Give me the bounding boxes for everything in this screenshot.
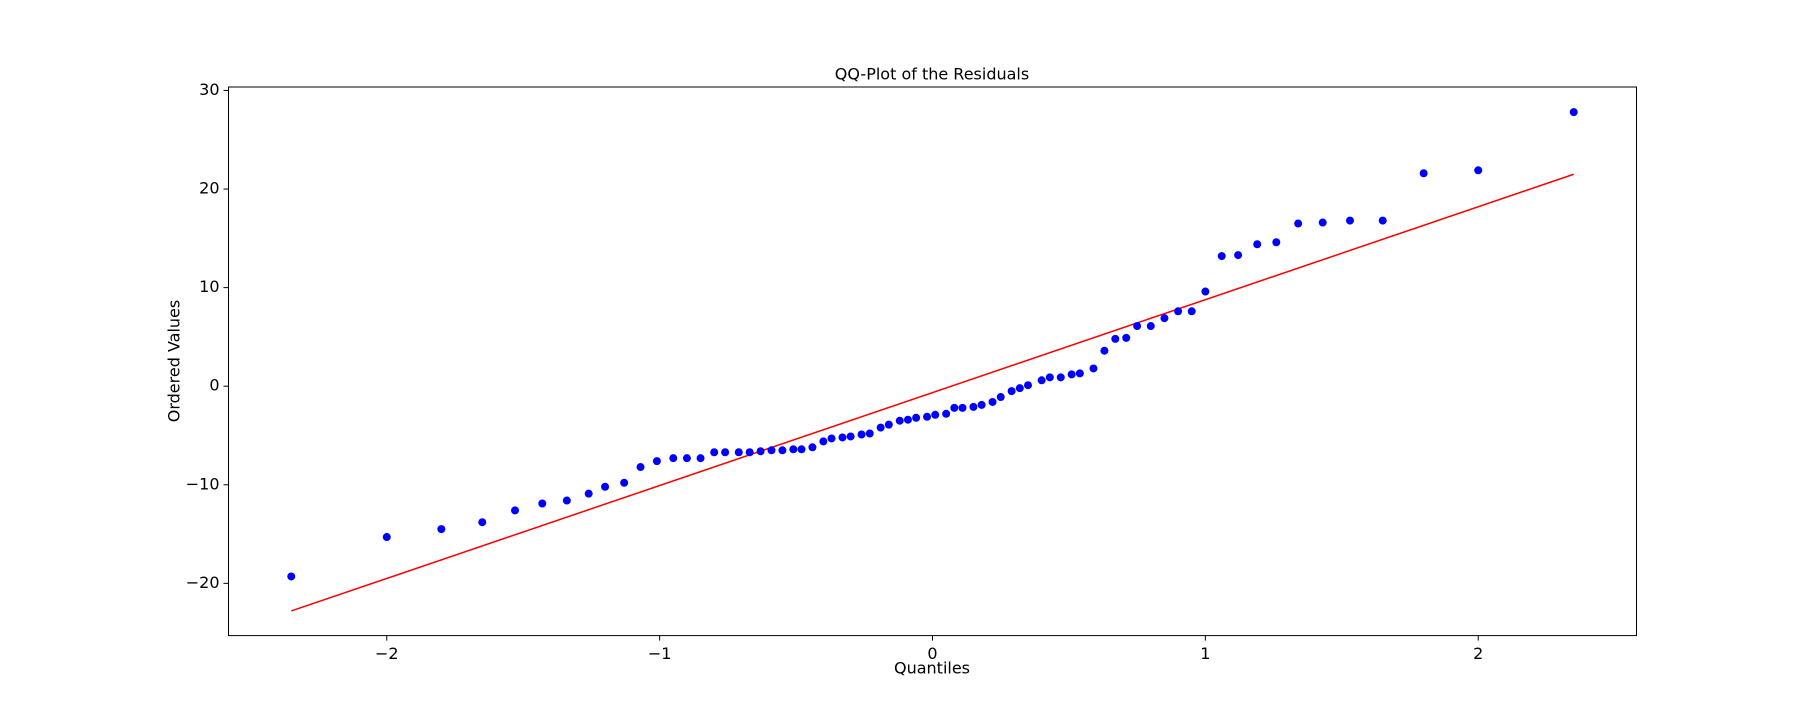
y-tick-label: 10 <box>199 277 219 296</box>
point <box>745 448 754 457</box>
point <box>1024 381 1033 390</box>
point <box>857 430 866 439</box>
point <box>287 572 296 581</box>
point <box>969 402 978 411</box>
y-tick-label: −20 <box>186 573 220 592</box>
point <box>652 457 661 466</box>
x-tick-label: 1 <box>1200 644 1210 663</box>
point <box>1067 370 1076 379</box>
point <box>478 518 487 527</box>
point <box>682 454 691 463</box>
point <box>895 416 904 425</box>
point <box>778 446 787 455</box>
point <box>884 420 893 429</box>
point <box>838 433 847 442</box>
point <box>511 506 520 515</box>
point <box>1146 322 1155 331</box>
point <box>1272 238 1281 247</box>
point <box>827 434 836 443</box>
point <box>1201 287 1210 296</box>
point <box>1056 373 1065 382</box>
x-axis-label: Quantiles <box>894 659 970 678</box>
y-tick-label: 30 <box>199 80 219 99</box>
point <box>988 397 997 406</box>
point <box>1345 216 1354 225</box>
point <box>912 413 921 422</box>
point <box>601 482 610 491</box>
point <box>584 489 593 498</box>
point <box>789 445 798 454</box>
point <box>734 448 743 457</box>
point <box>1318 218 1327 227</box>
point <box>1089 364 1098 373</box>
point <box>1122 333 1131 342</box>
point <box>1015 384 1024 393</box>
point <box>562 496 571 505</box>
point <box>1253 240 1262 249</box>
point <box>1174 307 1183 316</box>
point <box>876 423 885 432</box>
point <box>808 443 817 452</box>
point <box>1100 346 1109 355</box>
point <box>1160 314 1169 323</box>
x-tick-label: −2 <box>375 644 399 663</box>
plot-frame <box>228 86 1637 637</box>
y-axis-label: Ordered Values <box>165 300 184 422</box>
point <box>721 448 730 457</box>
point <box>865 429 874 438</box>
point <box>669 454 678 463</box>
point <box>636 463 645 472</box>
point <box>958 403 967 412</box>
point <box>756 447 765 456</box>
point <box>1474 166 1483 175</box>
point <box>903 415 912 424</box>
point <box>923 412 932 421</box>
point <box>620 478 629 487</box>
point <box>977 400 986 409</box>
point <box>1045 373 1054 382</box>
point <box>382 533 391 542</box>
point <box>950 403 959 412</box>
x-tick-label: 2 <box>1473 644 1483 663</box>
point <box>1187 307 1196 316</box>
point <box>1378 216 1387 225</box>
point <box>996 393 1005 402</box>
point <box>819 437 828 446</box>
point <box>931 410 940 419</box>
point <box>1217 252 1226 261</box>
point <box>696 454 705 463</box>
point <box>1419 169 1428 178</box>
point <box>1234 251 1243 260</box>
point <box>1294 219 1303 228</box>
point <box>1037 376 1046 385</box>
point <box>942 409 951 418</box>
point <box>1007 387 1016 396</box>
point <box>797 445 806 454</box>
x-tick-label: −1 <box>648 644 672 663</box>
y-tick-label: 20 <box>199 179 219 198</box>
point <box>767 446 776 455</box>
point <box>846 432 855 441</box>
y-tick-label: −10 <box>186 474 220 493</box>
point <box>1569 108 1578 117</box>
x-tick-label: 0 <box>927 644 937 663</box>
y-tick-label: 0 <box>209 376 219 395</box>
point <box>437 525 446 534</box>
fit-line <box>291 173 1574 612</box>
point <box>538 499 547 508</box>
point <box>710 448 719 457</box>
chart-title: QQ-Plot of the Residuals <box>835 65 1029 84</box>
point <box>1133 322 1142 331</box>
point <box>1111 334 1120 343</box>
point <box>1075 369 1084 378</box>
